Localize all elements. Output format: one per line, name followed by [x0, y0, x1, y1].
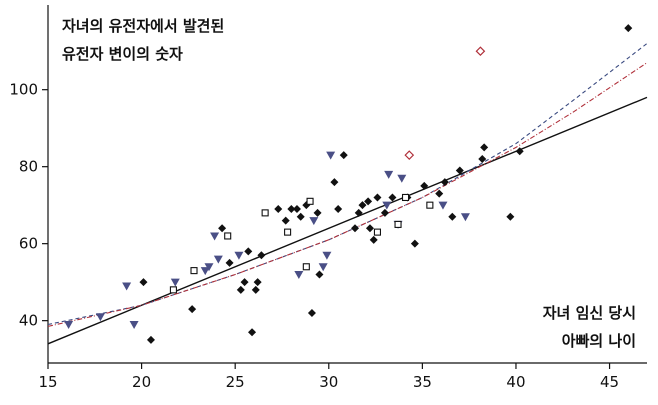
y-tick-label: 80: [19, 158, 38, 176]
data-point-filled-diamond: [330, 178, 339, 187]
data-point-filled-diamond: [358, 201, 367, 210]
data-point-filled-diamond: [455, 166, 464, 175]
data-point-filled-diamond: [506, 212, 515, 221]
data-point-triangle: [318, 263, 328, 272]
data-point-filled-diamond: [365, 224, 374, 233]
data-point-filled-diamond: [236, 285, 245, 294]
data-point-triangle: [382, 201, 392, 210]
data-point-filled-diamond: [253, 278, 262, 287]
data-point-filled-diamond: [240, 278, 249, 287]
data-point-filled-diamond: [448, 212, 457, 221]
title-line-1: 자녀의 유전자에서 발견된: [62, 17, 225, 35]
y-tick-label: 100: [9, 81, 38, 99]
data-point-triangle: [64, 321, 74, 330]
data-point-triangle: [294, 270, 304, 279]
data-point-filled-diamond: [380, 208, 389, 217]
x-tick-label: 15: [38, 373, 57, 391]
data-point-filled-diamond: [244, 247, 253, 256]
data-point-filled-diamond: [339, 151, 348, 160]
data-point-open-square: [302, 263, 310, 271]
data-point-filled-diamond: [480, 143, 489, 152]
data-point-filled-diamond: [315, 270, 324, 279]
data-point-open-square: [190, 267, 198, 275]
data-point-filled-diamond: [313, 208, 322, 217]
data-point-open-square: [426, 201, 434, 209]
y-tick-label: 40: [19, 312, 38, 330]
data-point-filled-diamond: [274, 205, 283, 214]
x-tick-label: 40: [506, 373, 525, 391]
data-point-triangle: [200, 267, 210, 276]
data-point-filled-diamond: [287, 205, 296, 214]
data-point-filled-diamond: [350, 224, 359, 233]
data-point-filled-diamond: [388, 193, 397, 202]
data-point-filled-diamond: [146, 335, 155, 344]
data-point-filled-diamond: [334, 205, 343, 214]
chart-title: 자녀의 유전자에서 발견된 유전자 변이의 숫자: [62, 12, 224, 68]
data-point-triangle: [326, 151, 336, 160]
x-axis-label: 자녀 임신 당시 아빠의 나이: [543, 299, 636, 355]
data-point-triangle: [384, 170, 394, 179]
data-point-filled-diamond: [225, 258, 234, 267]
data-point-triangle: [210, 232, 220, 241]
data-point-filled-diamond: [410, 239, 419, 248]
data-point-triangle: [122, 282, 132, 291]
data-point-triangle: [204, 263, 214, 272]
data-point-filled-diamond: [139, 278, 148, 287]
data-point-filled-diamond: [281, 216, 290, 225]
data-point-triangle: [438, 201, 448, 210]
y-tick-label: 60: [19, 235, 38, 253]
data-point-filled-diamond: [218, 224, 227, 233]
data-point-triangle: [170, 278, 180, 287]
data-point-open-diamond: [404, 150, 415, 160]
data-point-triangle: [460, 213, 470, 222]
data-point-triangle: [95, 313, 105, 322]
data-point-filled-diamond: [251, 285, 260, 294]
data-point-filled-diamond: [435, 189, 444, 198]
data-point-filled-diamond: [515, 147, 524, 156]
data-point-open-square: [284, 228, 292, 236]
x-tick-label: 30: [319, 373, 338, 391]
data-point-open-square: [401, 193, 410, 202]
x-tick-label: 25: [226, 373, 245, 391]
data-point-triangle: [309, 217, 319, 226]
data-point-filled-diamond: [257, 251, 266, 260]
data-point-open-square: [394, 220, 402, 228]
data-point-filled-diamond: [307, 308, 316, 317]
data-point-triangle: [397, 174, 407, 183]
data-point-triangle: [129, 321, 139, 330]
data-point-open-square: [224, 232, 232, 240]
data-point-filled-diamond: [188, 305, 197, 314]
data-point-filled-diamond: [420, 181, 429, 190]
data-point-filled-diamond: [624, 24, 633, 33]
data-point-open-square: [169, 286, 177, 294]
fit-line-dashed: [47, 43, 648, 326]
data-point-filled-diamond: [364, 197, 373, 206]
x-tick-label: 20: [132, 373, 151, 391]
data-point-filled-diamond: [440, 178, 449, 187]
title-line-2: 유전자 변이의 숫자: [62, 45, 183, 63]
fit-line-dashdot: [47, 62, 648, 327]
data-point-open-diamond: [475, 46, 486, 57]
x-tick-label: 45: [600, 373, 619, 391]
xlabel-line-2: 아빠의 나이: [561, 332, 636, 350]
data-point-open-square: [261, 209, 269, 217]
data-point-triangle: [322, 251, 332, 260]
data-point-triangle: [234, 251, 244, 260]
data-point-filled-diamond: [296, 212, 305, 221]
data-point-filled-diamond: [478, 154, 487, 163]
xlabel-line-1: 자녀 임신 당시: [542, 304, 636, 322]
data-point-filled-diamond: [373, 193, 382, 202]
data-point-open-square: [306, 197, 314, 205]
data-point-filled-diamond: [369, 235, 378, 244]
data-point-filled-diamond: [354, 208, 363, 217]
x-tick-label: 35: [413, 373, 432, 391]
data-point-filled-diamond: [248, 328, 257, 337]
data-point-open-square: [373, 228, 382, 236]
data-point-triangle: [213, 255, 223, 264]
data-point-filled-diamond: [292, 205, 301, 214]
